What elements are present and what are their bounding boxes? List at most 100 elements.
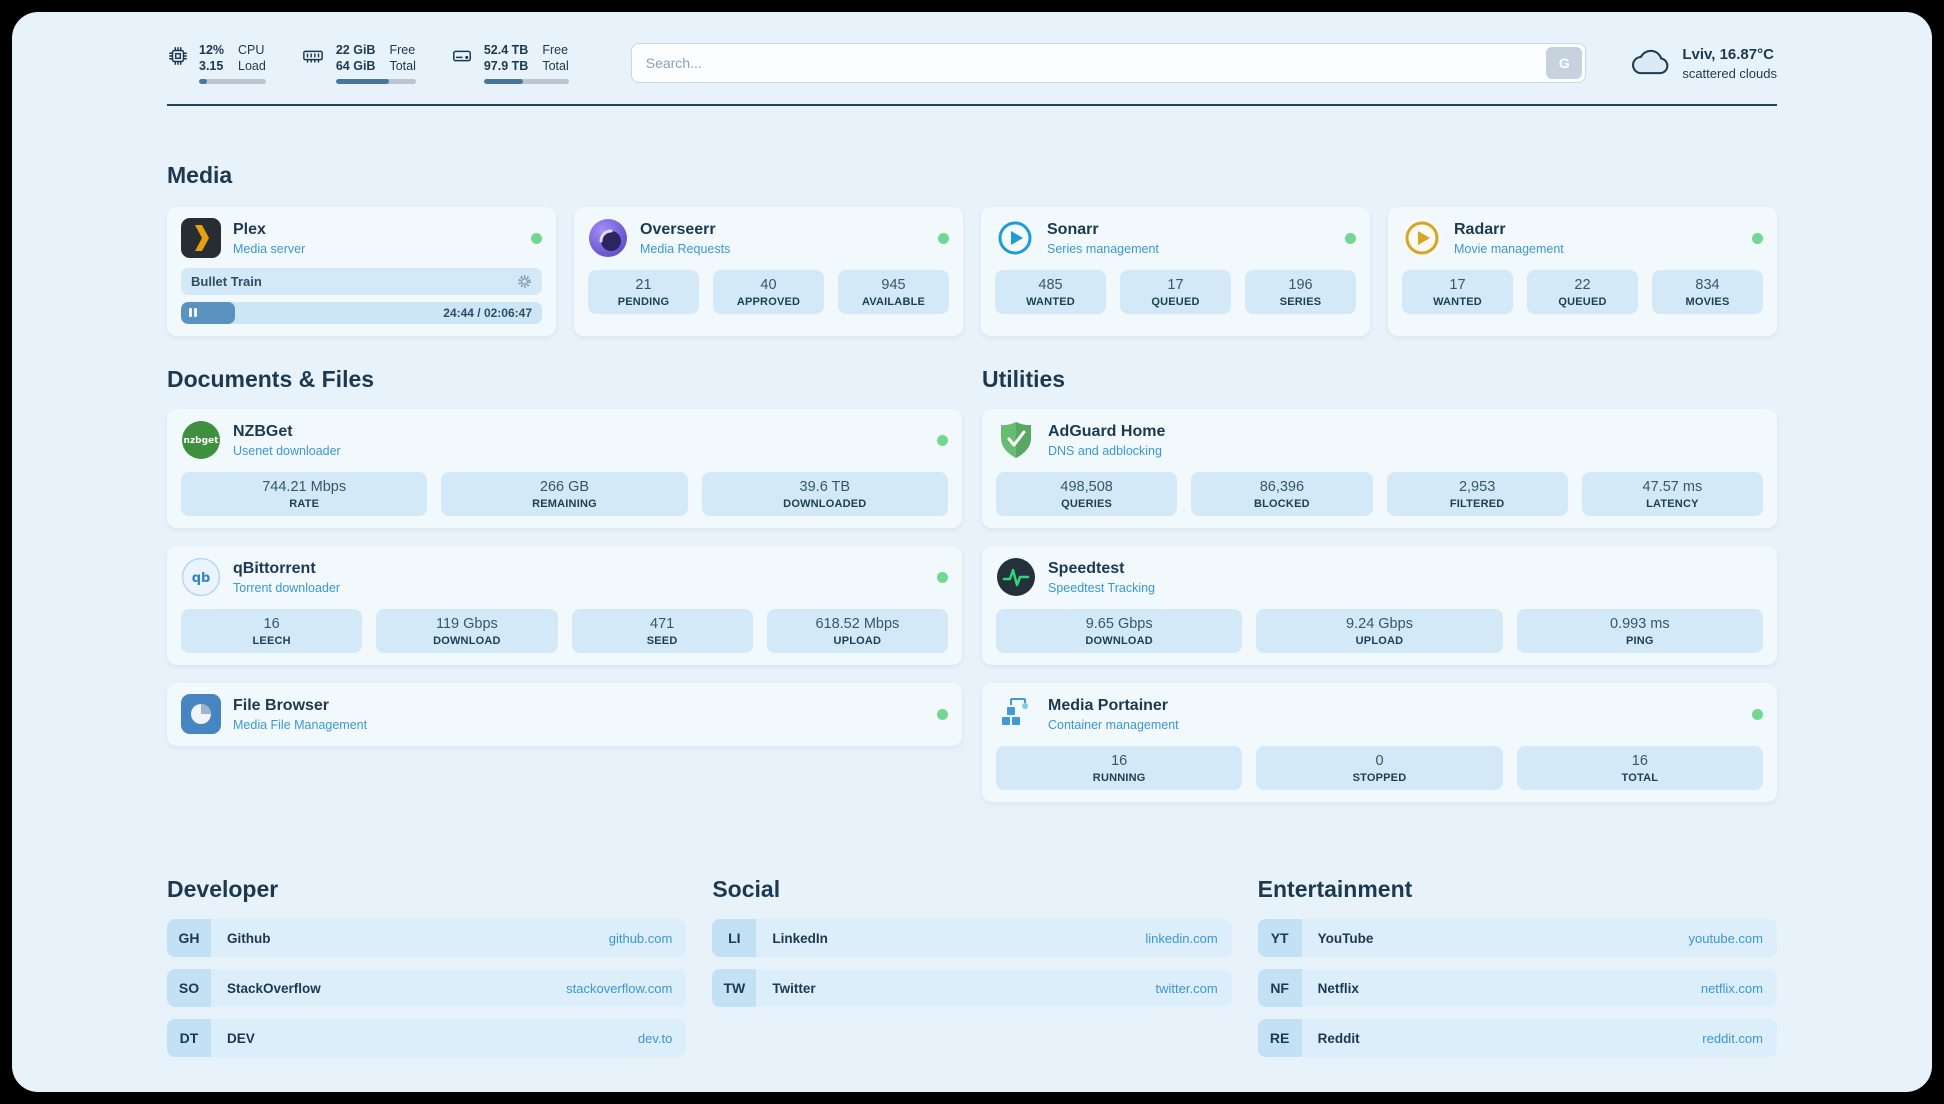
stat-running: 16 RUNNING [996,746,1243,790]
bookmark-abbr: NF [1257,969,1302,1007]
gear-icon[interactable] [517,274,532,289]
svg-text:qb: qb [192,571,211,586]
bookmark-row-stackoverflow[interactable]: SO StackOverflow stackoverflow.com [167,969,687,1007]
bookmark-row-youtube[interactable]: YT YouTube youtube.com [1257,919,1777,957]
bookmark-url[interactable]: dev.to [637,1030,673,1046]
app-desc: Usenet downloader [233,443,341,458]
plex-icon [181,218,221,258]
weather-widget: Lviv, 16.87°C scattered clouds [1628,46,1777,81]
bookmark-url[interactable]: netflix.com [1700,980,1763,996]
stat-label: DOWNLOADED [783,498,867,510]
stat-wanted: 17 WANTED [1402,270,1513,314]
bookmark-abbr: LI [712,919,757,957]
bookmark-url[interactable]: linkedin.com [1145,930,1218,946]
overseerr-icon [588,218,628,258]
bookmark-url[interactable]: twitter.com [1155,980,1218,996]
stat-value: 47.57 ms [1642,479,1703,495]
search-input[interactable] [630,43,1587,83]
search-engine-button[interactable]: G [1546,47,1583,79]
app-card-speedtest[interactable]: Speedtest Speedtest Tracking 9.65 Gbps D… [982,546,1777,665]
bookmark-url[interactable]: github.com [608,930,673,946]
ram-total-value: 64 GiB [335,59,376,73]
dashboard-window: 12% 3.15 CPU Load [12,12,1932,1092]
bookmark-name: Reddit [1317,1030,1360,1046]
app-name: AdGuard Home [1048,422,1166,440]
bookmark-row-dev[interactable]: DT DEV dev.to [167,1019,687,1057]
ram-progress-fill [335,79,389,84]
app-card-radarr[interactable]: Radarr Movie management 17 WANTED 22 QUE… [1388,207,1777,336]
stat-label: PENDING [617,296,670,308]
player-progress-bar[interactable]: 24:44 / 02:06:47 [181,302,542,324]
app-desc: Container management [1048,717,1179,732]
bookmarks-title-social: Social [712,876,781,902]
cpu-load-label: Load [238,59,266,73]
bookmark-name: YouTube [1317,930,1374,946]
app-desc: Torrent downloader [233,580,341,595]
bookmark-abbr: TW [712,969,757,1007]
app-card-portainer[interactable]: Media Portainer Container management 16 … [982,683,1777,802]
ram-free-value: 22 GiB [335,43,376,57]
app-card-overseerr[interactable]: Overseerr Media Requests 21 PENDING 40 A… [574,207,963,336]
app-card-plex[interactable]: Plex Media server Bullet Train [167,207,556,336]
stat-value: 485 [1038,277,1063,293]
stat-value: 9.24 Gbps [1346,616,1413,632]
stat-label: RATE [289,498,320,510]
cpu-load-value: 3.15 [199,59,224,73]
disk-free-value: 52.4 TB [483,43,529,57]
bookmark-name: DEV [227,1030,255,1046]
stat-queries: 498,508 QUERIES [996,472,1178,516]
stat-label: REMAINING [532,498,597,510]
app-card-filebrowser[interactable]: File Browser Media File Management [167,683,962,746]
status-dot [937,708,948,720]
cpu-usage-value: 12% [199,43,225,57]
bookmark-abbr: YT [1257,919,1302,957]
app-card-nzbget[interactable]: nzbget NZBGet Usenet downloader 744.21 M… [167,409,962,528]
bookmark-url[interactable]: reddit.com [1702,1030,1763,1046]
stat-filtered: 2,953 FILTERED [1386,472,1568,516]
stat-label: UPLOAD [1355,635,1404,647]
disk-icon [450,45,474,67]
stat-value: 266 GB [539,479,590,495]
bookmark-abbr: SO [167,969,211,1007]
documents-column: Documents & Files nzbget NZBGet Usenet d… [167,336,962,764]
bookmark-row-reddit[interactable]: RE Reddit reddit.com [1257,1019,1777,1057]
ram-icon [300,45,326,67]
stat-value: 0.993 ms [1609,616,1670,632]
search-bar: G [630,43,1587,83]
stat-value: 471 [650,616,675,632]
nzbget-icon: nzbget [181,420,221,460]
bookmarks-entertainment: Entertainment YT YouTube youtube.com NF … [1257,876,1777,1069]
stat-label: RUNNING [1092,772,1146,784]
status-dot [938,232,949,244]
stat-label: APPROVED [736,296,801,308]
stat-label: TOTAL [1621,772,1659,784]
bookmark-url[interactable]: youtube.com [1688,930,1763,946]
disk-free-label: Free [542,43,569,57]
bookmark-row-netflix[interactable]: NF Netflix netflix.com [1257,969,1777,1007]
stat-upload: 9.24 Gbps UPLOAD [1256,609,1503,653]
topbar-divider [167,104,1777,106]
adguard-icon [996,420,1036,460]
stat-label: WANTED [1433,296,1482,308]
app-card-adguard[interactable]: AdGuard Home DNS and adblocking 498,508 … [982,409,1777,528]
stat-label: STOPPED [1352,772,1407,784]
app-name: Plex [233,220,266,238]
section-title-utilities: Utilities [982,366,1066,392]
stat-approved: 40 APPROVED [713,270,824,314]
bookmark-url[interactable]: stackoverflow.com [566,980,673,996]
bookmark-name: StackOverflow [227,980,321,996]
pause-icon[interactable] [189,304,199,322]
bookmark-row-github[interactable]: GH Github github.com [167,919,687,957]
ram-free-label: Free [389,43,416,57]
bookmark-row-linkedin[interactable]: LI LinkedIn linkedin.com [712,919,1232,957]
app-desc: Series management [1047,241,1159,256]
player-time: 24:44 / 02:06:47 [443,306,532,320]
bookmark-name: Twitter [772,980,816,996]
status-dot [531,232,542,244]
bookmark-row-twitter[interactable]: TW Twitter twitter.com [712,969,1232,1007]
stat-queued: 22 QUEUED [1527,270,1638,314]
app-card-qbittorrent[interactable]: qb qBittorrent Torrent downloader 16 LEE… [167,546,962,665]
bookmark-abbr: RE [1257,1019,1302,1057]
app-card-sonarr[interactable]: Sonarr Series management 485 WANTED 17 Q… [981,207,1370,336]
stat-value: 16 [1111,753,1128,769]
